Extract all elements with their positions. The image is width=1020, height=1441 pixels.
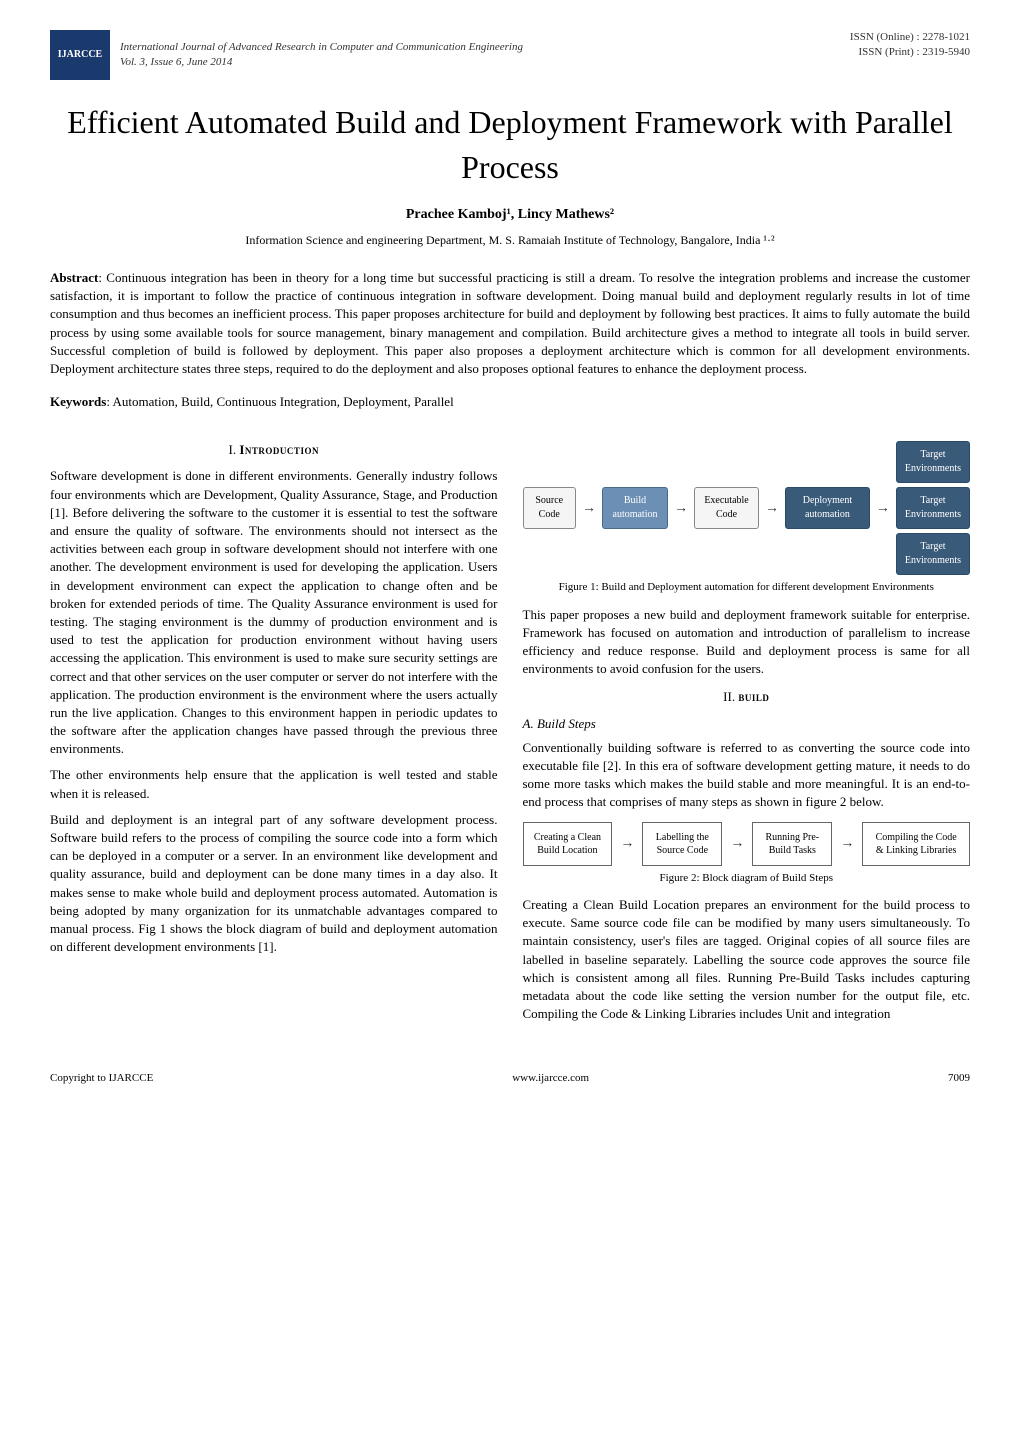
journal-info: International Journal of Advanced Resear…: [120, 40, 523, 71]
sec1-p1: Software development is done in differen…: [50, 467, 498, 758]
arrow-icon: →: [765, 499, 779, 519]
issn-print: ISSN (Print) : 2319-5940: [850, 45, 970, 60]
fig1-target-box: Target Environments: [896, 533, 970, 575]
figure-2-diagram: Creating a Clean Build Location → Labell…: [523, 822, 971, 866]
figure-1-diagram: Source Code → Build automation → Executa…: [523, 441, 971, 575]
fig1-source-box: Source Code: [523, 487, 576, 529]
right-column: Source Code → Build automation → Executa…: [523, 431, 971, 1031]
fig1-deploy-box: Deployment automation: [785, 487, 870, 529]
fig2-box-4: Compiling the Code & Linking Libraries: [862, 822, 970, 866]
footer-left: Copyright to IJARCCE: [50, 1071, 153, 1086]
abstract: Abstract: Continuous integration has bee…: [50, 269, 970, 378]
issn-online: ISSN (Online) : 2278-1021: [850, 30, 970, 45]
keywords-text: : Automation, Build, Continuous Integrat…: [106, 394, 453, 409]
fig1-build-box: Build automation: [602, 487, 668, 529]
abstract-text: : Continuous integration has been in the…: [50, 270, 970, 376]
issn-block: ISSN (Online) : 2278-1021 ISSN (Print) :…: [850, 30, 970, 61]
keywords-label: Keywords: [50, 394, 106, 409]
sec1-p2: The other environments help ensure that …: [50, 766, 498, 802]
left-column: I. Introduction Software development is …: [50, 431, 498, 1031]
fig1-target-box: Target Environments: [896, 441, 970, 483]
arrow-icon: →: [620, 834, 634, 854]
section-1-title: Introduction: [239, 442, 319, 457]
fig2-box-2: Labelling the Source Code: [642, 822, 722, 866]
two-column-layout: I. Introduction Software development is …: [50, 431, 970, 1031]
arrow-icon: →: [730, 834, 744, 854]
figure-2: Creating a Clean Build Location → Labell…: [523, 822, 971, 886]
arrow-icon: →: [840, 834, 854, 854]
fig1-target-box: Target Environments: [896, 487, 970, 529]
section-1-num: I.: [229, 442, 237, 457]
arrow-icon: →: [876, 499, 890, 519]
page-footer: Copyright to IJARCCE www.ijarcce.com 700…: [50, 1071, 970, 1086]
affiliation: Information Science and engineering Depa…: [50, 232, 970, 249]
abstract-label: Abstract: [50, 270, 98, 285]
authors: Prachee Kamboj¹, Lincy Mathews²: [50, 205, 970, 225]
header-row: IJARCCE International Journal of Advance…: [50, 30, 970, 80]
journal-logo: IJARCCE: [50, 30, 110, 80]
fig2-box-1: Creating a Clean Build Location: [523, 822, 613, 866]
arrow-icon: →: [582, 499, 596, 519]
section-2-head: II. build: [523, 688, 971, 706]
footer-right: 7009: [948, 1071, 970, 1086]
figure-1-caption: Figure 1: Build and Deployment automatio…: [523, 580, 971, 595]
journal-issue: Vol. 3, Issue 6, June 2014: [120, 55, 523, 70]
col2-intro-p1: This paper proposes a new build and depl…: [523, 606, 971, 679]
keywords: Keywords: Automation, Build, Continuous …: [50, 393, 970, 411]
subsection-a: A. Build Steps: [523, 715, 971, 733]
section-2-title: build: [738, 689, 769, 704]
journal-title: International Journal of Advanced Resear…: [120, 40, 523, 55]
fig1-targets: Target Environments Target Environments …: [896, 441, 970, 575]
sec2-p1: Conventionally building software is refe…: [523, 739, 971, 812]
sec1-p3: Build and deployment is an integral part…: [50, 811, 498, 957]
figure-2-caption: Figure 2: Block diagram of Build Steps: [523, 871, 971, 886]
col2-after-fig2-p1: Creating a Clean Build Location prepares…: [523, 896, 971, 1023]
paper-title: Efficient Automated Build and Deployment…: [50, 100, 970, 190]
section-1-head: I. Introduction: [50, 441, 498, 459]
arrow-icon: →: [674, 499, 688, 519]
figure-1: Source Code → Build automation → Executa…: [523, 441, 971, 595]
fig1-exec-box: Executable Code: [694, 487, 759, 529]
footer-center: www.ijarcce.com: [512, 1071, 589, 1086]
section-2-num: II.: [723, 689, 735, 704]
fig2-box-3: Running Pre-Build Tasks: [752, 822, 832, 866]
